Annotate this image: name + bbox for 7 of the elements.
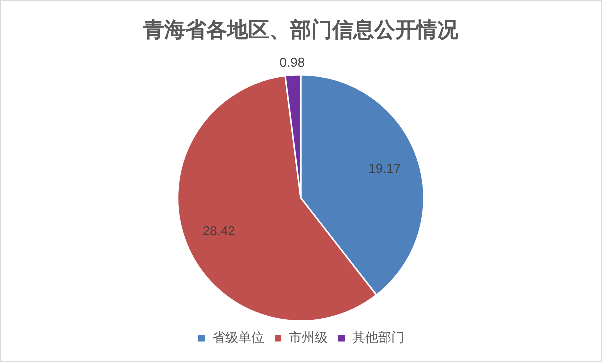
data-label: 28.42 <box>202 224 236 239</box>
legend-label: 市州级 <box>288 330 328 346</box>
legend-label: 省级单位 <box>212 330 264 346</box>
data-label: 0.98 <box>280 54 306 70</box>
chart-title: 青海省各地区、部门信息公开情况 <box>142 18 460 42</box>
legend-label: 其他部门 <box>352 330 404 346</box>
data-label: 19.17 <box>368 160 402 176</box>
